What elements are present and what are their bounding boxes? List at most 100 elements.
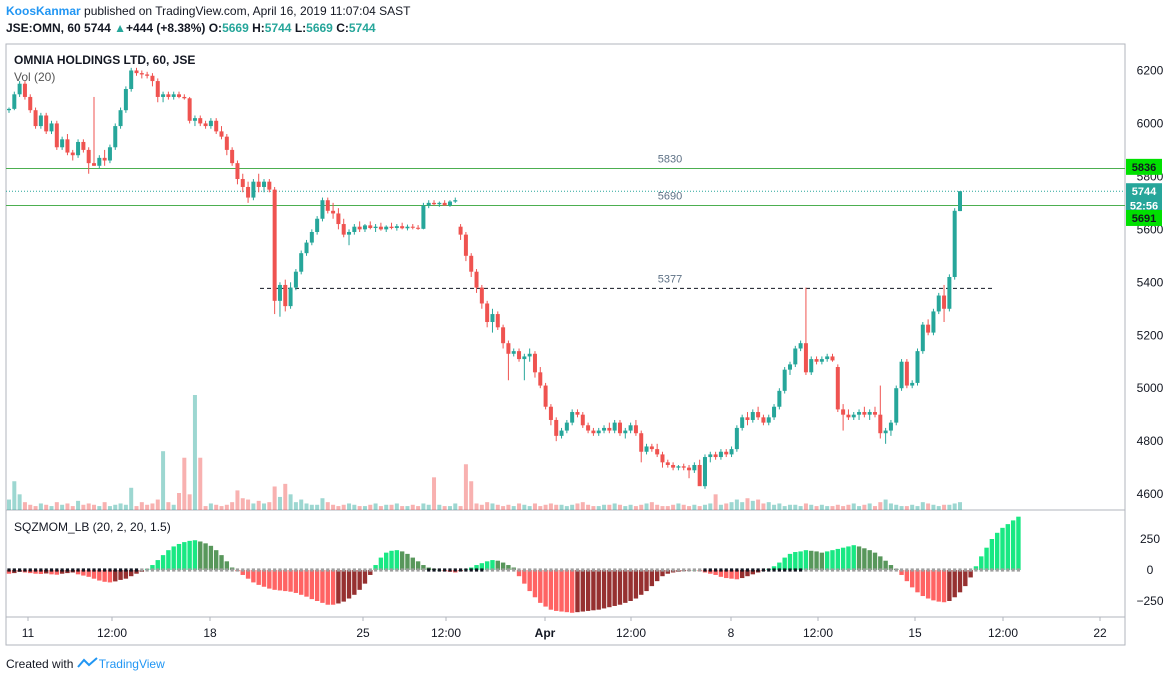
hline-label: 5830 bbox=[658, 153, 682, 165]
candle-body bbox=[272, 189, 277, 301]
volume-bar bbox=[262, 503, 267, 510]
squeeze-dot bbox=[581, 568, 585, 572]
candle-body bbox=[203, 123, 208, 127]
volume-bar bbox=[394, 503, 399, 510]
candle-body bbox=[803, 343, 808, 373]
volume-bar bbox=[352, 504, 357, 510]
candle-body bbox=[522, 356, 527, 360]
volume-bar bbox=[203, 506, 208, 510]
volume-bar bbox=[134, 506, 139, 510]
volume-bar bbox=[708, 503, 713, 510]
candle-body bbox=[740, 417, 745, 428]
momentum-bar bbox=[113, 570, 118, 582]
volume-bar bbox=[150, 503, 155, 510]
time-tick-label: 22 bbox=[1093, 626, 1107, 640]
candle-body bbox=[660, 454, 665, 463]
candle-body bbox=[325, 200, 330, 211]
candle-body bbox=[872, 412, 877, 415]
volume-bar bbox=[538, 506, 543, 510]
candle-body bbox=[564, 422, 569, 431]
candle-body bbox=[894, 388, 899, 423]
momentum-bar bbox=[904, 570, 910, 582]
candle-body bbox=[113, 126, 118, 148]
hline-label: 5377 bbox=[658, 273, 682, 285]
squeeze-dot bbox=[437, 568, 441, 572]
momentum-bar bbox=[410, 557, 415, 570]
squeeze-dot bbox=[214, 568, 218, 572]
squeeze-dot bbox=[836, 568, 840, 572]
squeeze-dot bbox=[352, 568, 356, 572]
momentum-bar bbox=[1016, 516, 1021, 570]
momentum-bar bbox=[399, 551, 405, 570]
volume-bar bbox=[734, 499, 739, 510]
squeeze-dot bbox=[310, 568, 314, 572]
candle-body bbox=[501, 327, 506, 344]
candle-body bbox=[38, 115, 43, 127]
time-tick-label: 11 bbox=[22, 626, 35, 640]
volume-bar bbox=[453, 503, 458, 510]
squeeze-dot bbox=[193, 568, 197, 572]
momentum-bar bbox=[941, 570, 947, 603]
candle-body bbox=[596, 430, 601, 434]
volume-bar bbox=[155, 499, 160, 510]
squeeze-dot bbox=[830, 568, 835, 572]
candle-body bbox=[432, 202, 437, 205]
candle-body bbox=[575, 412, 580, 415]
momentum-bar bbox=[564, 570, 570, 613]
volume-bar bbox=[325, 502, 330, 510]
candle-body bbox=[161, 94, 166, 97]
candle-body bbox=[718, 451, 723, 458]
squeeze-dot bbox=[846, 568, 851, 572]
candle-body bbox=[952, 210, 957, 277]
volume-bar bbox=[405, 506, 410, 510]
volume-bar bbox=[617, 504, 622, 510]
candle-body bbox=[416, 227, 421, 229]
volume-bar bbox=[102, 502, 107, 510]
candle-body bbox=[782, 369, 787, 391]
volume-bar bbox=[65, 503, 70, 510]
author-link[interactable]: KoosKanmar bbox=[6, 4, 81, 18]
volume-bar bbox=[947, 504, 952, 510]
volume-bar bbox=[384, 504, 389, 510]
candle-body bbox=[22, 83, 27, 97]
momentum-bar bbox=[38, 570, 44, 574]
candle-body bbox=[931, 311, 936, 333]
candle-body bbox=[421, 205, 426, 229]
time-tick-label: 12:00 bbox=[803, 626, 833, 640]
momentum-bar bbox=[963, 570, 968, 587]
squeeze-dot bbox=[777, 568, 781, 572]
squeeze-dot bbox=[729, 568, 734, 572]
candle-body bbox=[543, 385, 548, 407]
momentum-bar bbox=[176, 543, 182, 570]
momentum-bar bbox=[809, 550, 814, 570]
volume-bar bbox=[320, 498, 325, 510]
candle-body bbox=[532, 353, 537, 373]
squeeze-dot bbox=[655, 568, 659, 572]
price-tag-box bbox=[1126, 197, 1162, 214]
candle-body bbox=[469, 255, 474, 272]
tradingview-brand[interactable]: TradingView bbox=[98, 657, 165, 671]
momentum-bar bbox=[612, 570, 617, 606]
footer: Created with TradingView bbox=[6, 657, 165, 671]
momentum-bar bbox=[548, 570, 554, 610]
candle-body bbox=[479, 287, 484, 304]
volume-bar bbox=[841, 506, 846, 510]
squeeze-dot bbox=[719, 568, 723, 572]
momentum-bar bbox=[368, 570, 373, 575]
momentum-bar bbox=[947, 570, 952, 601]
squeeze-dot bbox=[336, 568, 340, 572]
low-label: L: bbox=[294, 21, 307, 35]
squeeze-dot bbox=[39, 568, 43, 572]
volume-bar bbox=[49, 506, 54, 510]
volume-bar bbox=[623, 506, 628, 510]
candle-body bbox=[102, 157, 107, 161]
squeeze-dot bbox=[947, 568, 951, 572]
volume-bar bbox=[33, 506, 38, 510]
volume-bar bbox=[612, 503, 617, 510]
momentum-bar bbox=[134, 570, 139, 574]
candle-body bbox=[527, 353, 532, 357]
candle-body bbox=[835, 367, 840, 410]
volume-bar bbox=[894, 504, 899, 510]
momentum-bar bbox=[272, 570, 277, 590]
